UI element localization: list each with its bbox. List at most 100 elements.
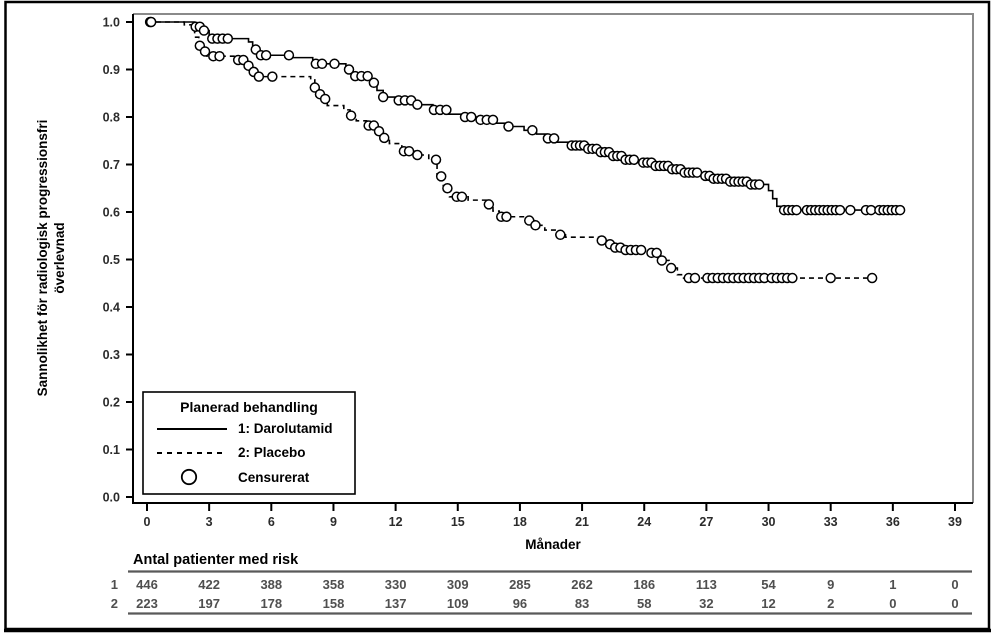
censor-mark <box>530 220 541 231</box>
y-tick-label: 0.5 <box>103 253 120 267</box>
plot-frame-top-right <box>133 13 974 503</box>
x-tick-label: 6 <box>268 515 275 529</box>
censor-mark <box>442 183 453 194</box>
outer-border <box>4 0 991 631</box>
y-tick-label: 0.0 <box>103 491 120 505</box>
censor-mark <box>373 126 385 137</box>
censor-mark <box>283 50 295 61</box>
risk-count: 158 <box>323 596 345 611</box>
x-tick-label: 27 <box>699 515 713 529</box>
censor-mark <box>222 33 234 44</box>
risk-count: 178 <box>260 596 282 611</box>
risk-count: 109 <box>447 596 469 611</box>
plot-axes <box>132 14 973 504</box>
censor-mark <box>487 114 499 126</box>
censor-mark <box>199 46 211 57</box>
censor-mark <box>214 50 225 62</box>
censor-mark <box>787 272 798 284</box>
legend-censor-circle-sample <box>180 468 198 486</box>
x-tick-label: 12 <box>389 515 403 529</box>
risk-count: 96 <box>513 596 527 611</box>
censor-mark <box>403 145 415 157</box>
censor-mark <box>362 70 373 82</box>
censor-mark <box>267 71 278 82</box>
censor-mark <box>329 58 340 70</box>
y-axis-title-line1: Sannolikhet för radiologisk progressions… <box>35 120 50 397</box>
risk-row-label-2: 2 <box>111 596 118 611</box>
risk-count: 54 <box>761 577 776 592</box>
legend-title: Planerad behandling <box>180 399 318 415</box>
x-tick-label: 36 <box>886 515 900 529</box>
x-tick-label: 15 <box>451 515 465 529</box>
censor-mark <box>253 71 265 82</box>
risk-count: 388 <box>260 577 282 592</box>
x-tick-label: 39 <box>948 515 962 529</box>
risk-count: 446 <box>136 577 158 592</box>
censor-mark <box>316 58 328 70</box>
x-tick-label: 24 <box>637 515 651 529</box>
censor-mark <box>435 171 447 182</box>
censor-mark <box>260 50 272 61</box>
censor-mark-layer <box>144 16 906 284</box>
x-tick-label: 9 <box>330 515 337 529</box>
risk-count: 186 <box>633 577 655 592</box>
risk-count: 137 <box>385 596 407 611</box>
risk-count: 0 <box>951 577 958 592</box>
y-tick-label: 0.1 <box>103 443 120 457</box>
risk-count: 0 <box>951 596 958 611</box>
censor-mark <box>628 154 640 165</box>
censor-mark <box>145 16 157 28</box>
y-tick-label: 0.2 <box>103 396 120 410</box>
censor-mark <box>825 272 836 284</box>
risk-count: 12 <box>761 596 775 611</box>
censor-mark <box>834 204 846 216</box>
risk-count: 358 <box>323 577 345 592</box>
y-tick-label: 0.6 <box>103 206 120 220</box>
y-tick-label: 0.4 <box>103 301 120 315</box>
y-tick-label: 0.8 <box>103 111 120 125</box>
km-curve-placebo <box>147 21 879 279</box>
censor-mark <box>378 132 390 144</box>
risk-count: 32 <box>699 596 713 611</box>
censor-mark <box>527 125 538 136</box>
plot-frame-layer <box>4 0 991 633</box>
risk-row-label-1: 1 <box>111 577 118 592</box>
censor-mark <box>689 272 701 284</box>
y-axis-title-line2: överlevnad <box>52 222 67 293</box>
censor-mark <box>753 179 765 190</box>
risk-count: 285 <box>509 577 531 592</box>
censor-mark <box>548 133 560 144</box>
x-axis-title: Månader <box>525 537 581 552</box>
risk-count: 83 <box>575 596 589 611</box>
risk-count: 9 <box>827 577 834 592</box>
censor-mark <box>430 154 442 165</box>
censor-mark <box>309 82 321 93</box>
censor-mark <box>845 204 856 216</box>
legend-label-placebo: 2: Placebo <box>238 445 306 460</box>
x-tick-label: 33 <box>824 515 838 529</box>
censor-mark <box>345 110 357 121</box>
censor-mark <box>198 25 210 36</box>
x-tick-label: 0 <box>144 515 151 529</box>
censor-mark <box>441 104 452 116</box>
censor-mark <box>866 272 878 284</box>
censor-mark <box>456 191 468 203</box>
risk-count: 0 <box>889 596 896 611</box>
risk-table-layer: 446 422 388 358 330 309 285 262 186 113 54 9 1 0 223 19… <box>128 570 972 615</box>
risk-count: 223 <box>136 596 158 611</box>
legend-label-censurerat: Censurerat <box>238 470 310 485</box>
y-tick-label: 0.9 <box>103 63 120 77</box>
risk-count: 197 <box>198 596 220 611</box>
censor-mark <box>343 64 355 75</box>
censor-mark <box>555 229 566 241</box>
censor-mark <box>412 99 423 110</box>
censor-mark <box>596 235 608 246</box>
risk-table-heading: Antal patienter med risk <box>133 552 299 568</box>
y-tick-label: 1.0 <box>103 16 120 30</box>
censor-mark <box>412 149 423 161</box>
y-tick-label: 0.7 <box>103 158 120 172</box>
censor-mark <box>894 204 906 216</box>
risk-count: 2 <box>827 596 834 611</box>
